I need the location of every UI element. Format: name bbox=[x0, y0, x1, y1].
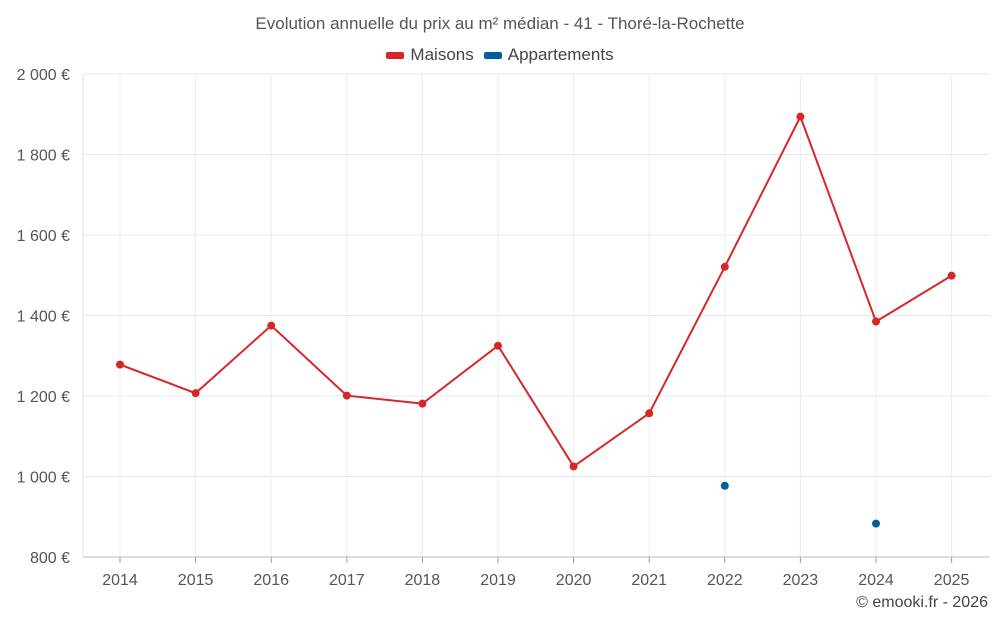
legend-label-maisons: Maisons bbox=[410, 45, 474, 64]
x-tick-label: 2024 bbox=[858, 572, 894, 589]
data-point-maisons bbox=[947, 271, 956, 280]
data-point-maisons bbox=[872, 317, 880, 326]
data-point-maisons bbox=[342, 391, 351, 400]
data-point-appartements bbox=[720, 481, 729, 490]
y-tick-label: 1 400 € bbox=[17, 309, 70, 326]
data-point-maisons bbox=[191, 389, 200, 398]
x-tick-label: 2014 bbox=[102, 572, 138, 589]
x-tick-label: 2018 bbox=[405, 572, 441, 589]
data-point-maisons bbox=[116, 360, 124, 369]
legend-label-appartements: Appartements bbox=[507, 45, 614, 64]
x-tick-label: 2022 bbox=[707, 572, 743, 589]
x-tick-label: 2019 bbox=[480, 572, 516, 589]
credit-text: © emooki.fr - 2026 bbox=[856, 594, 988, 611]
x-tick-label: 2025 bbox=[934, 572, 970, 589]
x-tick-label: 2015 bbox=[178, 572, 214, 589]
x-tick-label: 2020 bbox=[556, 572, 592, 589]
x-tick-label: 2021 bbox=[631, 572, 667, 589]
chart-legend: Maisons Appartements bbox=[0, 45, 1000, 65]
y-tick-label: 2 000 € bbox=[17, 67, 70, 84]
y-tick-label: 1 000 € bbox=[17, 470, 70, 487]
series-line-maisons bbox=[119, 114, 953, 468]
chart-title: Evolution annuelle du prix au m² médian … bbox=[255, 14, 745, 33]
legend-swatch-maisons bbox=[386, 51, 405, 59]
data-point-maisons bbox=[267, 321, 276, 330]
y-tick-label: 800 € bbox=[30, 550, 70, 567]
data-point-maisons bbox=[645, 409, 654, 418]
x-tick-label: 2016 bbox=[253, 572, 289, 589]
x-tick-label: 2023 bbox=[783, 572, 819, 589]
data-point-maisons bbox=[494, 341, 502, 350]
y-tick-label: 1 800 € bbox=[17, 148, 70, 165]
y-tick-label: 1 200 € bbox=[17, 389, 70, 406]
legend-swatch-appartements bbox=[483, 51, 502, 59]
data-point-maisons bbox=[720, 262, 729, 271]
y-tick-label: 1 600 € bbox=[17, 228, 70, 245]
data-point-maisons bbox=[796, 112, 805, 121]
data-point-maisons bbox=[569, 462, 578, 471]
x-tick-label: 2017 bbox=[329, 572, 365, 589]
data-point-appartements bbox=[872, 519, 880, 528]
legend-item-appartements[interactable]: Appartements bbox=[483, 45, 614, 65]
legend-item-maisons[interactable]: Maisons bbox=[386, 45, 474, 65]
data-point-maisons bbox=[418, 399, 427, 408]
